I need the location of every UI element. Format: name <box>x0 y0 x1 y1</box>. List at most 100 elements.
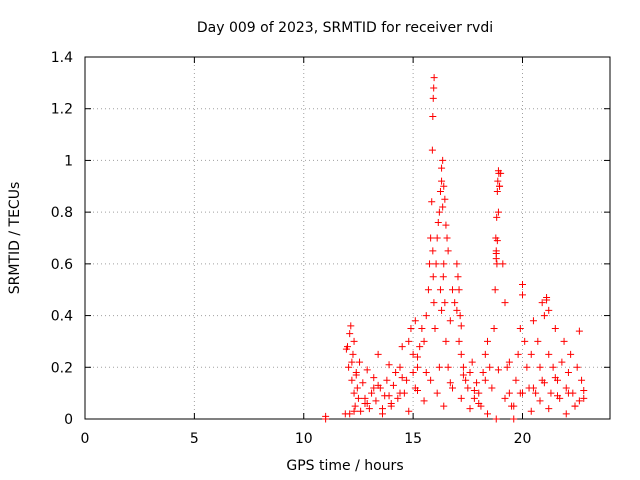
data-point <box>490 325 498 332</box>
data-point <box>414 363 421 371</box>
data-point <box>499 260 507 268</box>
data-point <box>439 203 447 211</box>
data-point <box>470 394 478 402</box>
data-point <box>486 363 494 371</box>
data-point <box>514 350 522 358</box>
data-point <box>365 405 373 413</box>
data-point <box>453 260 461 268</box>
y-tick-label: 1.2 <box>51 102 73 118</box>
data-point <box>540 312 548 320</box>
data-point <box>432 260 440 268</box>
data-point <box>492 247 500 255</box>
data-point <box>505 389 513 397</box>
data-point <box>414 353 421 361</box>
data-point <box>453 306 461 314</box>
data-point <box>454 273 462 281</box>
data-point <box>446 317 454 325</box>
data-point <box>493 213 501 221</box>
data-point <box>430 299 438 307</box>
data-point <box>429 112 437 120</box>
data-point <box>357 407 365 415</box>
data-point <box>527 350 535 358</box>
data-point <box>505 358 513 366</box>
data-point <box>428 198 436 206</box>
data-point <box>538 299 546 307</box>
data-point <box>466 405 474 413</box>
data-point <box>424 286 432 294</box>
data-point <box>438 177 446 185</box>
data-point <box>344 343 351 351</box>
data-point <box>580 387 588 395</box>
data-point <box>443 234 451 242</box>
data-point <box>430 84 438 92</box>
axis-ticks <box>84 56 610 420</box>
data-point <box>503 363 511 371</box>
x-tick-label: 20 <box>514 431 532 447</box>
data-point <box>435 208 443 216</box>
data-point <box>389 381 397 389</box>
data-point <box>322 412 330 420</box>
data-point <box>348 376 356 384</box>
data-point <box>521 337 529 345</box>
data-point <box>484 410 491 418</box>
data-point <box>558 358 566 366</box>
data-point <box>457 322 465 330</box>
data-point <box>494 366 502 374</box>
data-point <box>567 350 575 358</box>
data-point <box>403 376 411 384</box>
data-point <box>346 330 354 338</box>
data-point <box>441 299 449 307</box>
data-point <box>440 260 448 268</box>
y-tick-label: 0.6 <box>51 257 73 273</box>
data-point <box>493 260 501 268</box>
y-tick-label: 0.8 <box>51 205 73 221</box>
data-point <box>434 218 442 226</box>
data-point <box>439 156 447 164</box>
data-point <box>449 384 456 392</box>
data-point <box>411 384 419 392</box>
data-point <box>564 389 572 397</box>
data-point <box>374 381 382 389</box>
data-point <box>405 407 413 415</box>
data-point <box>346 410 354 418</box>
x-axis-label: GPS time / hours <box>286 458 403 474</box>
data-point <box>529 384 537 392</box>
data-point <box>353 384 361 392</box>
data-point <box>510 402 518 410</box>
data-point <box>350 389 358 397</box>
data-point <box>549 363 557 371</box>
data-point <box>359 379 367 387</box>
data-point <box>501 394 509 402</box>
data-point <box>442 337 450 345</box>
data-point <box>430 74 438 82</box>
y-tick-label: 0 <box>64 412 73 428</box>
data-point <box>429 273 437 281</box>
data-point <box>481 376 489 384</box>
data-point <box>350 337 358 345</box>
data-point <box>356 358 364 366</box>
data-point <box>374 350 382 358</box>
data-point <box>449 286 456 294</box>
data-point <box>444 247 452 255</box>
y-tick-label: 0.4 <box>51 309 73 325</box>
chart-title: Day 009 of 2023, SRMTID for receiver rvd… <box>197 20 493 36</box>
data-point <box>495 169 503 177</box>
data-point <box>516 389 524 397</box>
plot-frame <box>84 56 611 420</box>
data-point <box>457 350 465 358</box>
data-point <box>398 343 406 351</box>
data-point <box>492 415 500 423</box>
data-point <box>481 350 489 358</box>
data-point <box>575 397 583 405</box>
data-point <box>350 407 358 415</box>
data-point <box>473 379 481 387</box>
data-point <box>451 299 459 307</box>
data-point <box>440 402 448 410</box>
data-point <box>407 325 415 332</box>
data-point <box>523 363 531 371</box>
data-point <box>455 286 463 294</box>
data-point <box>444 363 452 371</box>
data-point <box>345 363 353 371</box>
data-point <box>411 317 419 325</box>
